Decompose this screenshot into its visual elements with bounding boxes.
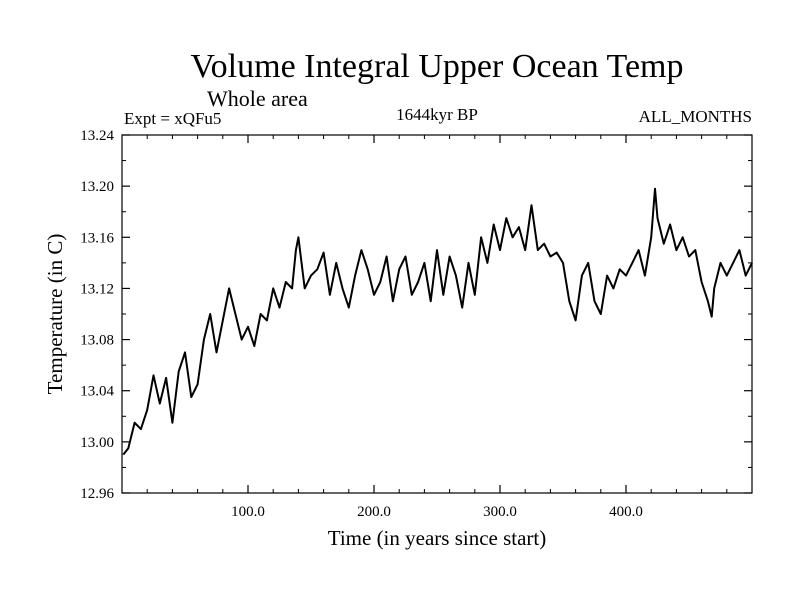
y-tick-label: 12.96 [80,486,114,502]
y-tick-label: 13.20 [80,179,114,195]
temperature-series-line [122,187,753,456]
plot-frame [121,134,753,494]
y-tick-label: 13.24 [80,128,114,144]
y-tick-label: 13.00 [80,435,114,451]
chart-title: Volume Integral Upper Ocean Temp [191,48,684,85]
months-label: ALL_MONTHS [639,107,752,126]
x-tick-label: 300.0 [483,504,517,520]
y-tick-label: 13.08 [80,333,114,349]
y-axis-label: Temperature (in C) [43,234,67,395]
x-tick-label: 100.0 [231,504,265,520]
experiment-label: Expt = xQFu5 [124,109,221,128]
x-axis-label: Time (in years since start) [328,526,547,550]
y-axis: 12.96 13.00 13.04 13.08 13.12 13.16 13.20 13.24 [80,128,752,502]
x-tick-label: 400.0 [609,504,643,520]
y-tick-label: 13.12 [80,281,114,297]
y-tick-label: 13.04 [80,384,114,400]
y-tick-label: 13.16 [80,230,114,246]
chart-subtitle: Whole area [207,86,308,111]
x-tick-label: 200.0 [357,504,391,520]
period-label: 1644kyr BP [396,105,478,124]
x-axis: 100.0 200.0 300.0 400.0 [146,135,728,520]
